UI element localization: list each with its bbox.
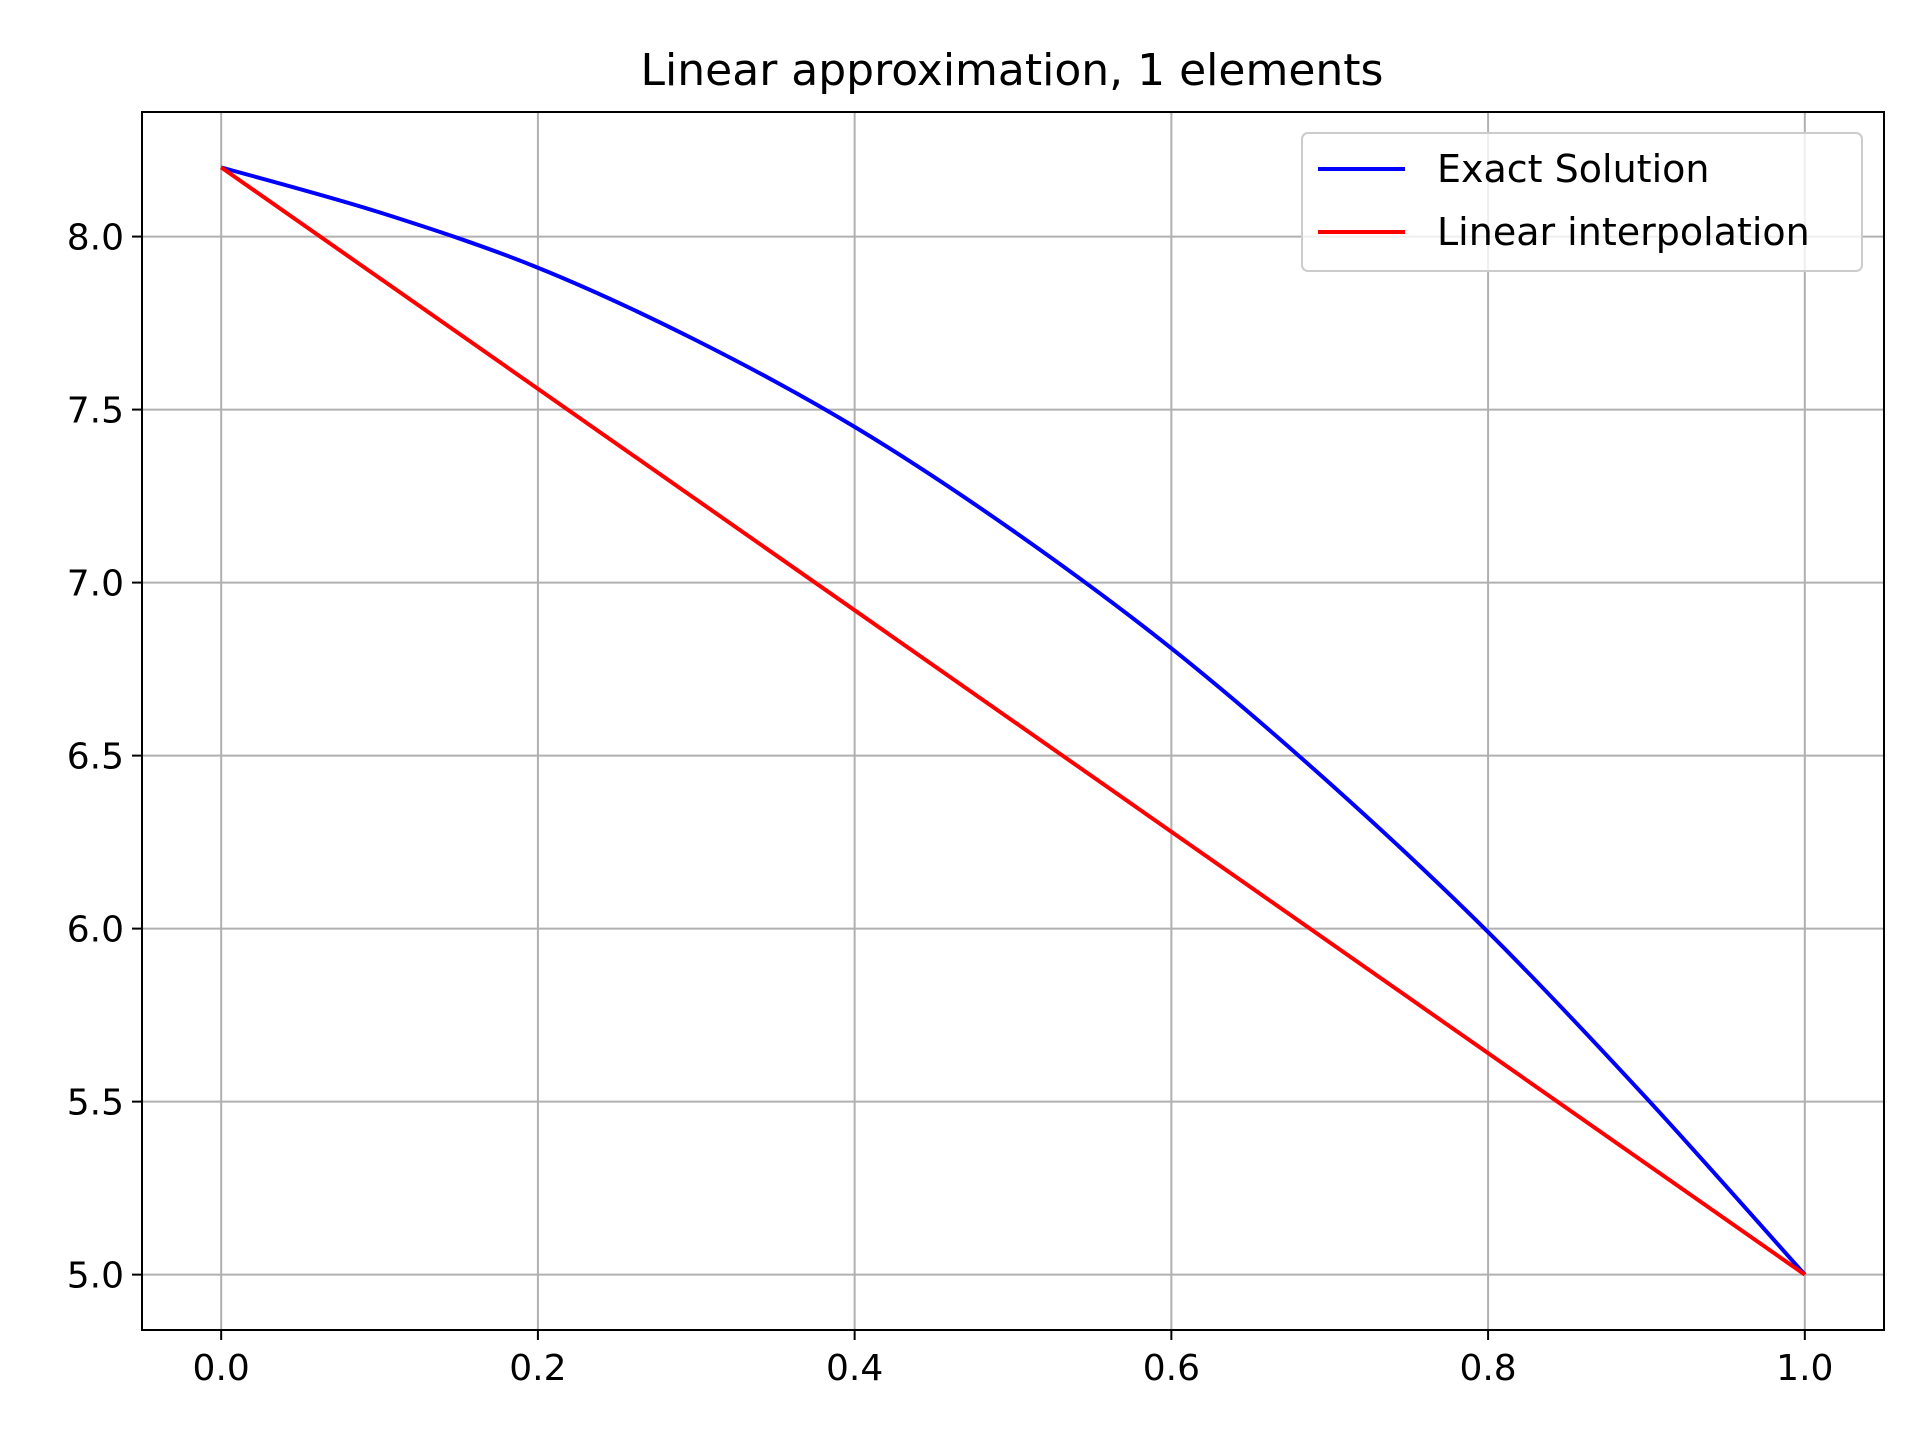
x-tick-label: 0.4 bbox=[826, 1348, 883, 1389]
y-axis: 5.0 5.5 6.0 6.5 7.0 7.5 8.0 bbox=[67, 218, 142, 1297]
x-tick-label: 1.0 bbox=[1776, 1348, 1833, 1389]
y-tick-label: 7.5 bbox=[67, 391, 124, 432]
chart-title: Linear approximation, 1 elements bbox=[641, 45, 1384, 96]
x-tick-label: 0.0 bbox=[193, 1348, 250, 1389]
y-tick-label: 5.0 bbox=[67, 1256, 124, 1297]
series-line-linear-interpolation bbox=[220, 165, 1806, 1277]
y-tick-label: 5.5 bbox=[67, 1083, 124, 1124]
x-tick-label: 0.8 bbox=[1459, 1348, 1516, 1389]
x-tick-label: 0.2 bbox=[509, 1348, 566, 1389]
x-tick-label: 0.6 bbox=[1143, 1348, 1200, 1389]
x-axis: 0.0 0.2 0.4 0.6 0.8 1.0 bbox=[193, 1330, 1833, 1389]
legend-label-exact-solution: Exact Solution bbox=[1437, 147, 1709, 191]
y-tick-label: 6.5 bbox=[67, 737, 124, 778]
plot-area-frame bbox=[141, 111, 1885, 1331]
legend-box bbox=[1301, 132, 1863, 272]
series-line-exact-solution bbox=[220, 165, 1807, 1276]
y-tick-label: 6.0 bbox=[67, 910, 124, 951]
legend-label-linear-interpolation: Linear interpolation bbox=[1437, 210, 1810, 254]
legend: Exact Solution Linear interpolation bbox=[1301, 132, 1863, 272]
y-tick-label: 8.0 bbox=[67, 218, 124, 259]
y-tick-label: 7.0 bbox=[67, 564, 124, 605]
grid-lines bbox=[142, 112, 1884, 1330]
plot-series bbox=[220, 165, 1807, 1277]
